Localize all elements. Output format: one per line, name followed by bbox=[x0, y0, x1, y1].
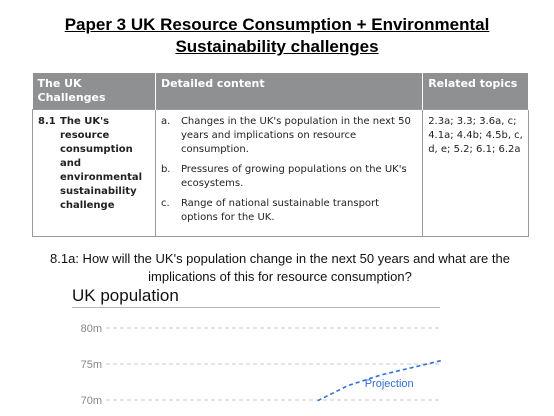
item-text: Pressures of growing populations on the … bbox=[180, 164, 407, 189]
chart-y-ticks: 80m 75m 70m bbox=[81, 323, 102, 407]
item-letter: c. bbox=[160, 198, 170, 209]
item-letter: a. bbox=[160, 116, 171, 127]
chart-series bbox=[317, 359, 443, 402]
content-list: a. Changes in the UK's population in the… bbox=[161, 115, 417, 225]
table-row: 8.1 The UK's resource consumption and en… bbox=[32, 109, 529, 237]
challenge-number: 8.1 bbox=[38, 116, 56, 127]
header-related-topics: Related topics bbox=[422, 73, 529, 110]
page-title-line-1: Paper 3 UK Resource Consumption + Enviro… bbox=[64, 15, 490, 34]
header-uk-challenges: The UK Challenges bbox=[32, 73, 156, 110]
projection-series-line bbox=[317, 359, 443, 402]
challenge-cell: 8.1 The UK's resource consumption and en… bbox=[32, 109, 156, 237]
page-title-line-2: Sustainability challenges bbox=[175, 37, 379, 56]
item-letter: b. bbox=[160, 164, 171, 175]
y-tick-label: 80m bbox=[81, 323, 102, 335]
challenge-text: The UK's resource consumption and enviro… bbox=[60, 116, 143, 211]
chart-title-divider bbox=[72, 307, 440, 308]
chart-title: UK population bbox=[72, 286, 179, 305]
list-item: b. Pressures of growing populations on t… bbox=[161, 163, 417, 191]
y-tick-label: 75m bbox=[81, 359, 102, 371]
item-text: Range of national sustainable transport … bbox=[180, 198, 380, 223]
list-item: c. Range of national sustainable transpo… bbox=[161, 197, 417, 225]
question-text: 8.1a: How will the UK's population chang… bbox=[50, 251, 510, 284]
content-cell: a. Changes in the UK's population in the… bbox=[154, 109, 424, 237]
header-detailed-content: Detailed content bbox=[155, 73, 424, 110]
related-topics-cell: 2.3a; 3.3; 3.6a, c; 4.1a; 4.4b; 4.5b, c,… bbox=[422, 109, 529, 237]
projection-label: Projection bbox=[365, 378, 414, 390]
table-header-row: The UK Challenges Detailed content Relat… bbox=[32, 73, 529, 110]
item-text: Changes in the UK's population in the ne… bbox=[180, 116, 411, 155]
page-title: Paper 3 UK Resource Consumption + Enviro… bbox=[0, 14, 554, 58]
list-item: a. Changes in the UK's population in the… bbox=[161, 115, 417, 157]
specification-table: The UK Challenges Detailed content Relat… bbox=[32, 73, 529, 237]
population-chart: 80m 75m 70m Projection bbox=[81, 323, 443, 407]
chart-gridlines bbox=[106, 327, 442, 401]
y-tick-label: 70m bbox=[81, 395, 102, 407]
